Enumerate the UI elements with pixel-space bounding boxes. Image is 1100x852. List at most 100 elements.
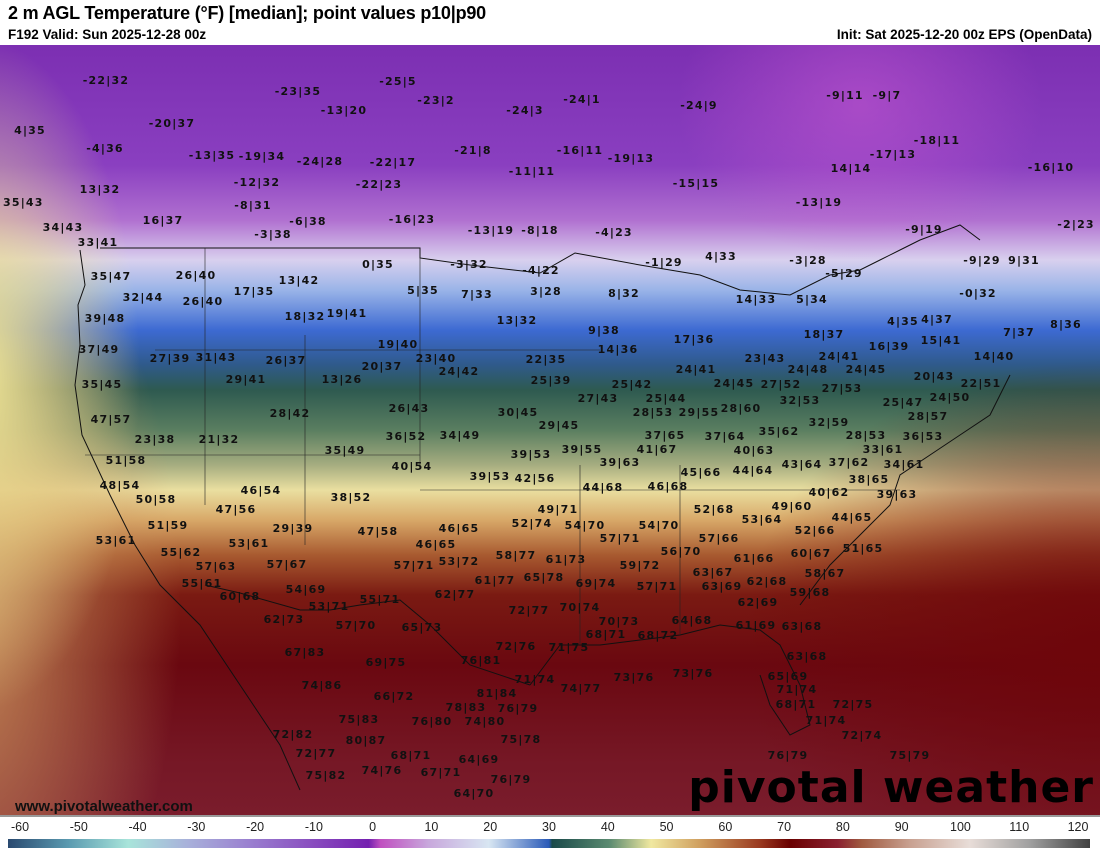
point-value-label: 71|75 <box>548 641 590 654</box>
point-value-label: -24|28 <box>296 155 344 168</box>
point-value-label: 28|60 <box>720 402 762 415</box>
point-value-label: 34|61 <box>883 458 925 471</box>
point-value-label: 28|53 <box>845 429 887 442</box>
point-value-label: -23|35 <box>274 85 322 98</box>
point-value-label: 5|35 <box>407 284 439 297</box>
point-value-label: -2|23 <box>1057 218 1095 231</box>
point-value-label: 71|74 <box>776 683 818 696</box>
point-value-label: -18|11 <box>913 134 961 147</box>
point-value-label: 35|43 <box>2 196 44 209</box>
political-borders <box>74 224 1011 791</box>
point-value-label: 33|61 <box>862 443 904 456</box>
point-value-label: 26|37 <box>265 354 307 367</box>
point-value-label: 36|53 <box>902 430 944 443</box>
point-value-label: 66|72 <box>373 690 415 703</box>
point-value-label: 20|43 <box>913 370 955 383</box>
point-value-label: 49|71 <box>537 503 579 516</box>
colorbar-tick-label: 70 <box>777 820 792 834</box>
point-value-label: -21|8 <box>454 144 492 157</box>
point-value-label: 25|44 <box>645 392 687 405</box>
point-value-label: 32|53 <box>779 394 821 407</box>
point-value-label: 72|75 <box>832 698 874 711</box>
point-value-label: -13|20 <box>320 104 368 117</box>
point-value-label: 27|53 <box>821 382 863 395</box>
colorbar-tick-label: -40 <box>128 820 147 834</box>
point-value-label: -12|32 <box>233 176 281 189</box>
point-value-label: 40|63 <box>733 444 775 457</box>
point-value-label: 57|70 <box>335 619 377 632</box>
point-value-label: 14|33 <box>735 293 777 306</box>
point-value-label: 5|34 <box>796 293 828 306</box>
point-value-label: 48|54 <box>99 479 141 492</box>
point-value-label: 68|71 <box>390 749 432 762</box>
point-value-label: 62|68 <box>746 575 788 588</box>
point-value-label: 73|76 <box>613 671 655 684</box>
point-value-label: 52|68 <box>693 503 735 516</box>
point-value-label: 46|54 <box>240 484 282 497</box>
point-value-label: 39|55 <box>561 443 603 456</box>
colorbar-tick-label: -60 <box>10 820 30 834</box>
point-value-label: 24|48 <box>787 363 829 376</box>
point-value-label: -5|29 <box>825 267 863 280</box>
point-value-label: 57|66 <box>698 532 740 545</box>
point-value-label: 37|65 <box>644 429 686 442</box>
point-value-label: 14|40 <box>973 350 1015 363</box>
colorbar-tick-label: -10 <box>304 820 323 834</box>
point-value-label: 19|41 <box>326 307 368 320</box>
point-value-label: 72|77 <box>295 747 337 760</box>
colorbar-tick-label: 120 <box>1067 820 1089 834</box>
map-title: 2 m AGL Temperature (°F) [median]; point… <box>8 3 486 23</box>
point-value-label: 53|61 <box>228 537 270 550</box>
point-value-label: -13|35 <box>188 149 236 162</box>
point-value-label: 65|73 <box>401 621 443 634</box>
point-value-label: 26|43 <box>388 402 430 415</box>
us-mexico-border <box>204 584 531 686</box>
point-value-label: 57|67 <box>266 558 308 571</box>
point-value-label: 26|40 <box>182 295 224 308</box>
point-value-label: 50|58 <box>135 493 177 506</box>
point-value-label: 42|56 <box>514 472 556 485</box>
source-url[interactable]: www.pivotalweather.com <box>15 798 193 815</box>
point-value-label: -16|11 <box>556 144 604 157</box>
gulf-coast <box>529 624 811 736</box>
point-value-label: 63|69 <box>701 580 743 593</box>
point-value-label: 24|41 <box>818 350 860 363</box>
point-value-label: 58|77 <box>495 549 537 562</box>
point-value-label: -3|32 <box>450 258 488 271</box>
point-value-label: 69|74 <box>575 577 617 590</box>
point-value-label: 17|36 <box>673 333 715 346</box>
point-value-label: 3|28 <box>530 285 562 298</box>
point-value-label: -9|11 <box>826 89 864 102</box>
point-value-label: 18|37 <box>803 328 845 341</box>
point-value-label: 61|69 <box>735 619 777 632</box>
point-value-label: 27|39 <box>149 352 191 365</box>
point-value-label: 39|53 <box>469 470 511 483</box>
point-value-label: -13|19 <box>795 196 843 209</box>
colorbar-tick-label: -20 <box>246 820 265 834</box>
point-value-label: 51|59 <box>147 519 189 532</box>
point-value-label: 54|70 <box>638 519 680 532</box>
point-value-label: 57|63 <box>195 560 237 573</box>
point-value-label: 52|74 <box>511 517 553 530</box>
point-value-label: -17|13 <box>869 148 917 161</box>
point-value-label: 63|68 <box>781 620 823 633</box>
point-value-label: 24|42 <box>438 365 480 378</box>
point-value-label: 76|80 <box>411 715 453 728</box>
point-value-label: -22|17 <box>369 156 417 169</box>
point-value-label: 72|77 <box>508 604 550 617</box>
point-value-label: 46|65 <box>438 522 480 535</box>
point-value-label: 44|64 <box>732 464 774 477</box>
point-value-label: -25|5 <box>379 75 417 88</box>
point-value-label: 74|86 <box>301 679 343 692</box>
point-value-label: 59|68 <box>789 586 831 599</box>
point-value-label: -19|34 <box>238 150 286 163</box>
colorbar-tick-label: 30 <box>542 820 556 834</box>
point-value-label: 35|47 <box>90 270 132 283</box>
point-value-label: 4|35 <box>14 124 46 137</box>
point-value-label: -13|19 <box>467 224 515 237</box>
point-value-label: 35|62 <box>758 425 800 438</box>
point-value-label: 13|32 <box>79 183 121 196</box>
point-value-label: 70|73 <box>598 615 640 628</box>
point-value-label: 22|51 <box>960 377 1002 390</box>
valid-time: F192 Valid: Sun 2025-12-28 00z <box>8 27 207 42</box>
